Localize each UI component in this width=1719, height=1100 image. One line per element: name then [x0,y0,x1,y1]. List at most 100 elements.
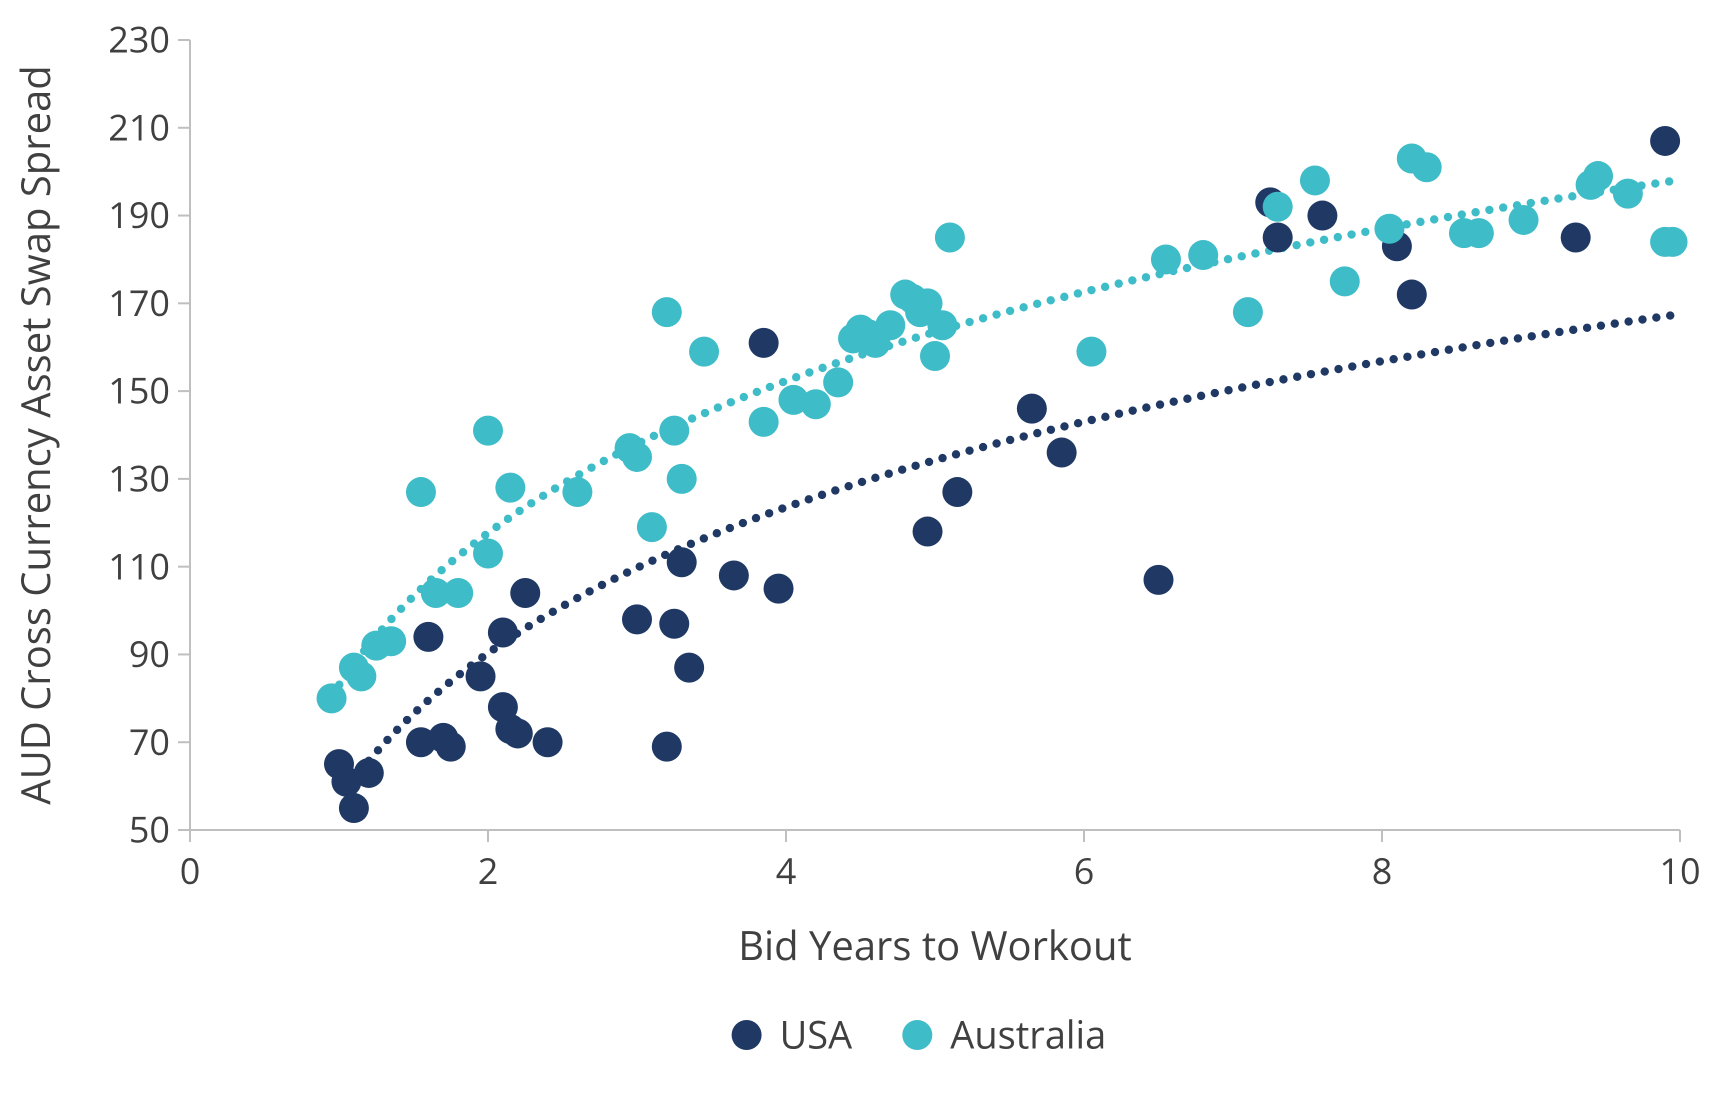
data-point-australia [637,512,667,542]
y-tick-label: 130 [108,453,170,502]
trend-dot-usa [765,509,773,517]
data-point-usa [1307,201,1337,231]
trend-dot-usa [1321,367,1329,375]
trend-dot-australia [832,359,840,367]
trend-dot-usa [598,581,606,589]
y-tick-label: 170 [108,278,170,327]
x-tick-label: 8 [1372,846,1393,895]
trend-dot-usa [952,450,960,458]
trend-dot-australia [481,531,489,539]
data-point-usa [652,732,682,762]
trend-dot-usa [393,726,401,734]
trend-dot-australia [504,515,512,523]
trend-dot-australia [397,605,405,613]
trend-dot-usa [413,706,421,714]
trend-dot-usa [1500,336,1508,344]
x-axis-title: Bid Years to Workout [738,917,1132,972]
trend-dot-australia [1651,179,1659,187]
trend-dot-usa [805,495,813,503]
trend-dot-usa [898,466,906,474]
y-tick-label: 230 [108,15,170,64]
trend-dot-australia [448,557,456,565]
trend-dot-australia [527,499,535,507]
data-point-usa [764,574,794,604]
data-point-australia [473,416,503,446]
trend-dot-usa [979,443,987,451]
data-point-usa [1561,223,1591,253]
trend-dot-usa [549,608,557,616]
trend-dot-australia [1251,249,1259,257]
trend-dot-usa [1293,373,1301,381]
trend-dot-usa [1074,419,1082,427]
trend-dot-australia [688,414,696,422]
trend-dot-usa [1666,311,1674,319]
trend-dot-usa [456,670,464,678]
data-point-australia [1613,179,1643,209]
trend-dot-australia [898,338,906,346]
trend-dot-usa [610,575,618,583]
trend-dot-usa [1033,429,1041,437]
trend-dot-australia [714,403,722,411]
trend-dot-usa [623,568,631,576]
trend-dot-usa [1528,332,1536,340]
trend-dot-usa [885,470,893,478]
trend-dot-usa [1472,341,1480,349]
data-point-usa [659,609,689,639]
trend-dot-usa [1060,422,1068,430]
trend-dot-australia [1361,228,1369,236]
trend-dot-usa [1348,362,1356,370]
trend-dot-australia [1128,276,1136,284]
x-tick-label: 0 [180,846,201,895]
trend-dot-usa [687,540,695,548]
data-point-australia [1464,218,1494,248]
scatter-chart: 0246810507090110130150170190210230Bid Ye… [0,0,1719,1100]
trend-dot-australia [650,432,658,440]
data-point-australia [1374,214,1404,244]
legend-label-australia: Australia [950,1008,1106,1060]
data-point-australia [1263,192,1293,222]
data-point-usa [1047,438,1077,468]
trend-dot-usa [445,679,453,687]
trend-dot-australia [766,383,774,391]
trend-dot-usa [1431,348,1439,356]
trend-dot-usa [648,556,656,564]
data-point-australia [1658,227,1688,257]
trend-dot-usa [1597,321,1605,329]
trend-dot-usa [478,653,486,661]
trend-dot-australia [1238,252,1246,260]
trend-dot-usa [1652,313,1660,321]
y-tick-label: 90 [129,629,170,678]
data-point-australia [1330,266,1360,296]
trend-dot-australia [753,388,761,396]
trend-dot-usa [423,697,431,705]
trend-dot-usa [726,524,734,532]
trend-dot-usa [1142,403,1150,411]
trend-dot-usa [1088,416,1096,424]
legend-marker-usa [732,1020,762,1050]
trend-dot-usa [844,482,852,490]
data-point-australia [317,683,347,713]
trend-dot-australia [1568,192,1576,200]
y-tick-label: 50 [129,805,170,854]
data-point-australia [927,310,957,340]
data-point-australia [1151,244,1181,274]
trend-dot-usa [1334,365,1342,373]
trend-dot-usa [1115,410,1123,418]
trend-dot-australia [1306,238,1314,246]
trend-dot-australia [515,507,523,515]
trend-dot-usa [1279,375,1287,383]
trend-dot-usa [992,439,1000,447]
trend-dot-usa [573,594,581,602]
data-point-australia [1412,152,1442,182]
trend-dot-usa [490,645,498,653]
trend-dot-usa [1183,395,1191,403]
trend-dot-australia [1087,286,1095,294]
trend-dot-australia [1554,194,1562,202]
data-point-usa [1017,394,1047,424]
trend-dot-usa [374,746,382,754]
data-point-australia [749,407,779,437]
data-point-australia [935,223,965,253]
y-tick-label: 210 [108,102,170,151]
trend-dot-australia [1430,215,1438,223]
data-point-usa [622,604,652,634]
